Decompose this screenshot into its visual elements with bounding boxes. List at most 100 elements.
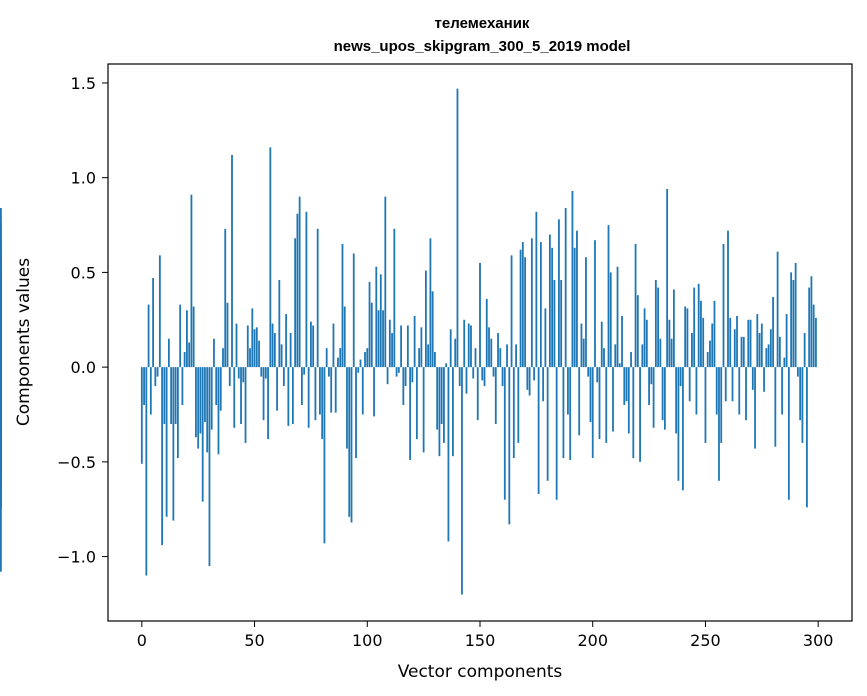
bar bbox=[397, 367, 400, 373]
x-tick-label: 50 bbox=[244, 631, 264, 650]
bar bbox=[386, 367, 389, 385]
bar bbox=[303, 367, 306, 375]
bar bbox=[348, 367, 351, 517]
bar bbox=[670, 338, 673, 368]
bar bbox=[404, 367, 407, 387]
bar bbox=[787, 367, 790, 500]
bar bbox=[210, 367, 213, 430]
bar bbox=[411, 367, 414, 383]
bar bbox=[445, 363, 448, 368]
bar bbox=[280, 344, 283, 368]
bar bbox=[422, 367, 425, 453]
bar bbox=[467, 323, 470, 368]
bar bbox=[722, 243, 725, 368]
bar bbox=[558, 219, 560, 368]
bar bbox=[332, 323, 335, 368]
y-tick-label: −1.0 bbox=[57, 548, 96, 567]
bar bbox=[609, 272, 612, 368]
bar bbox=[359, 359, 362, 368]
bar bbox=[763, 367, 765, 392]
bar bbox=[517, 367, 520, 443]
bar bbox=[352, 253, 355, 368]
bar bbox=[801, 367, 804, 443]
bar bbox=[526, 367, 529, 390]
bar bbox=[733, 329, 736, 368]
bar bbox=[181, 367, 184, 406]
bar bbox=[760, 323, 763, 368]
bar bbox=[319, 367, 321, 415]
bar bbox=[291, 367, 294, 424]
bar bbox=[436, 367, 439, 430]
bar bbox=[186, 310, 188, 368]
bar bbox=[219, 367, 222, 411]
bar bbox=[267, 367, 269, 440]
bar bbox=[812, 304, 815, 368]
bar bbox=[447, 367, 450, 542]
bar bbox=[312, 325, 315, 368]
bar bbox=[167, 338, 170, 368]
chart-title-line1: телемеханик bbox=[435, 15, 530, 32]
bar bbox=[325, 348, 328, 368]
y-tick-label: 0.5 bbox=[71, 263, 96, 282]
bar bbox=[686, 308, 689, 368]
bar bbox=[607, 225, 610, 368]
bar bbox=[533, 367, 536, 381]
bar bbox=[546, 367, 549, 481]
x-tick-label: 300 bbox=[803, 631, 834, 650]
bar bbox=[490, 338, 493, 368]
bar bbox=[519, 249, 522, 368]
bar bbox=[679, 367, 682, 387]
bar bbox=[596, 367, 599, 383]
bar bbox=[524, 257, 526, 368]
bar bbox=[217, 367, 220, 455]
bar bbox=[711, 323, 714, 368]
bar bbox=[346, 367, 348, 449]
bar bbox=[648, 367, 650, 406]
bar bbox=[402, 367, 405, 406]
bar bbox=[485, 298, 488, 368]
bar bbox=[424, 270, 427, 368]
bar bbox=[727, 230, 729, 368]
bar bbox=[515, 344, 517, 368]
bar bbox=[589, 367, 592, 423]
bar bbox=[630, 351, 632, 368]
bar bbox=[535, 211, 538, 368]
bar bbox=[562, 367, 565, 459]
bar bbox=[697, 283, 700, 368]
bar bbox=[614, 344, 617, 368]
bar bbox=[195, 367, 197, 438]
bar bbox=[384, 196, 387, 368]
bar bbox=[736, 315, 738, 368]
bar bbox=[147, 304, 150, 368]
bar bbox=[400, 325, 402, 368]
bar bbox=[343, 306, 346, 368]
bar bbox=[199, 367, 202, 434]
bar bbox=[339, 348, 342, 368]
bar bbox=[528, 367, 531, 396]
bar bbox=[443, 367, 445, 443]
bar bbox=[627, 367, 630, 434]
bar bbox=[663, 367, 666, 430]
bar bbox=[512, 367, 515, 459]
bar bbox=[440, 367, 443, 424]
bar bbox=[456, 88, 459, 368]
chart-title-line2: news_upos_skipgram_300_5_2019 model bbox=[334, 38, 631, 55]
bar bbox=[666, 189, 669, 368]
bar bbox=[140, 367, 143, 464]
bar bbox=[328, 367, 330, 377]
bar bbox=[0, 340, 2, 368]
bar bbox=[479, 262, 481, 368]
bar bbox=[307, 367, 310, 428]
bar bbox=[488, 327, 490, 368]
bar bbox=[537, 367, 540, 495]
bar bbox=[208, 367, 211, 567]
bar bbox=[305, 211, 308, 368]
bar bbox=[591, 367, 594, 459]
bar bbox=[364, 351, 366, 368]
bar bbox=[808, 287, 811, 368]
bar bbox=[695, 367, 698, 415]
bar bbox=[163, 367, 166, 424]
bar bbox=[377, 310, 380, 368]
bar bbox=[785, 314, 788, 368]
